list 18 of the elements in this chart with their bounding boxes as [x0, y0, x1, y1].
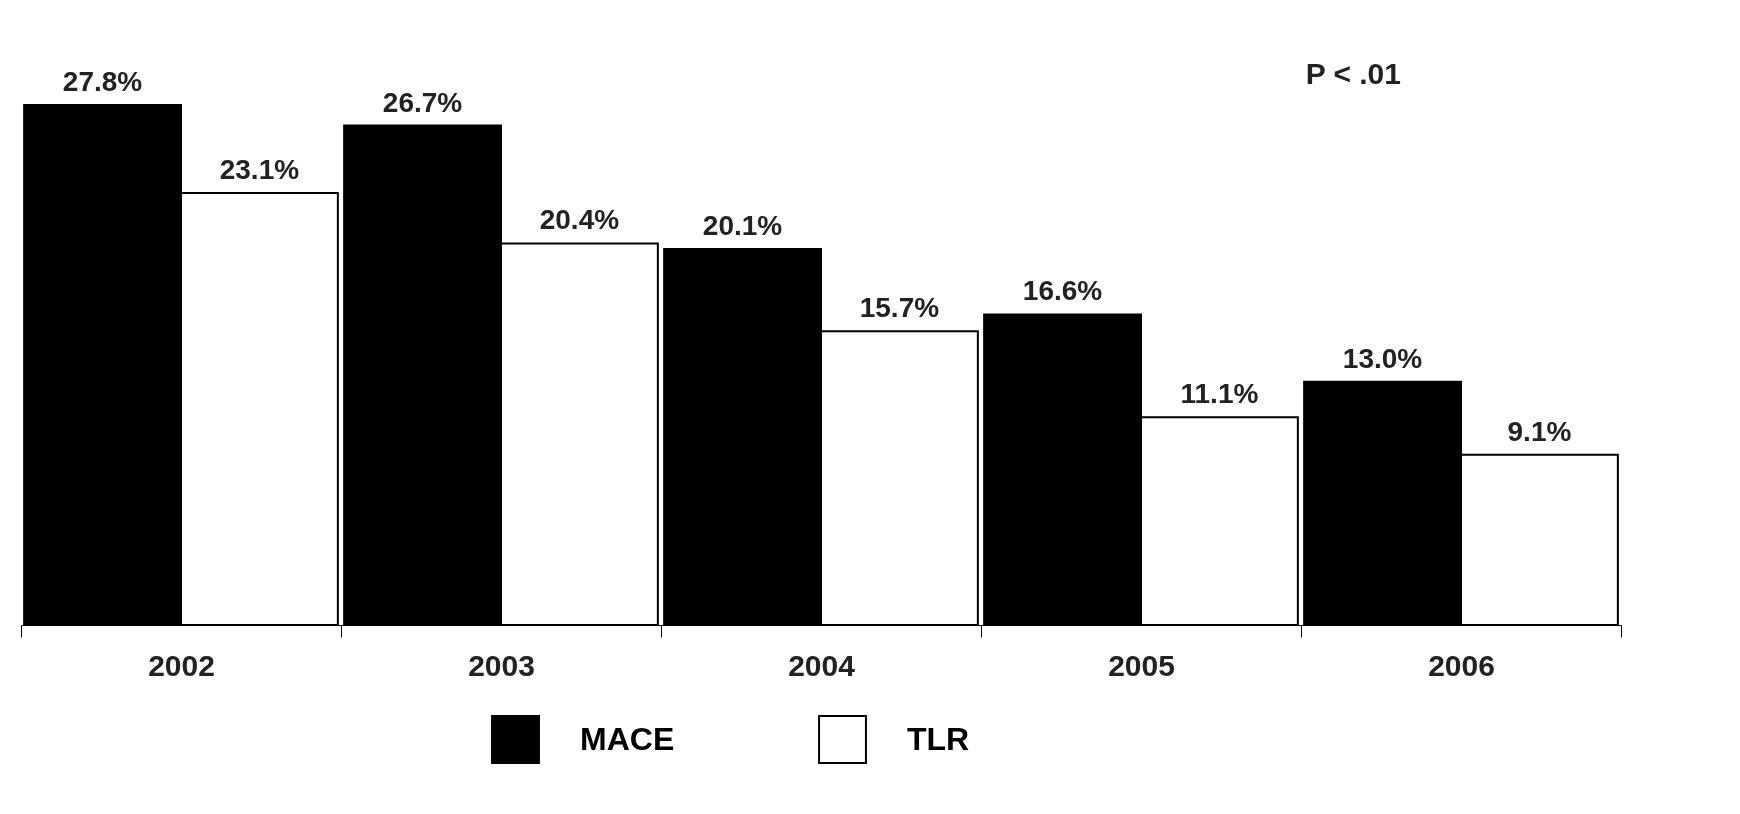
x-tick-label: 2005	[1108, 648, 1175, 682]
text: P < .01	[1305, 57, 1401, 90]
x-tick-label: 2003	[468, 648, 535, 682]
data-label: 20.4%	[539, 204, 620, 236]
x-tick-label: 2002	[148, 648, 215, 682]
data-label: 26.7%	[382, 86, 463, 118]
data-label: 16.6%	[1022, 275, 1103, 307]
x-tick-label: 2006	[1428, 648, 1495, 682]
data-label: 15.7%	[859, 292, 940, 324]
data-label: 11.1%	[1180, 378, 1259, 410]
data-label: 27.8%	[62, 66, 143, 97]
data-label: 13.0%	[1342, 342, 1423, 374]
legend-label: TLR	[907, 720, 970, 757]
data-label: 23.1%	[219, 153, 300, 185]
data-label: 20.1%	[702, 210, 783, 242]
data-label: 9.1%	[1507, 415, 1572, 447]
x-tick-label: 2004	[788, 648, 856, 682]
legend-label: MACE	[580, 720, 675, 757]
